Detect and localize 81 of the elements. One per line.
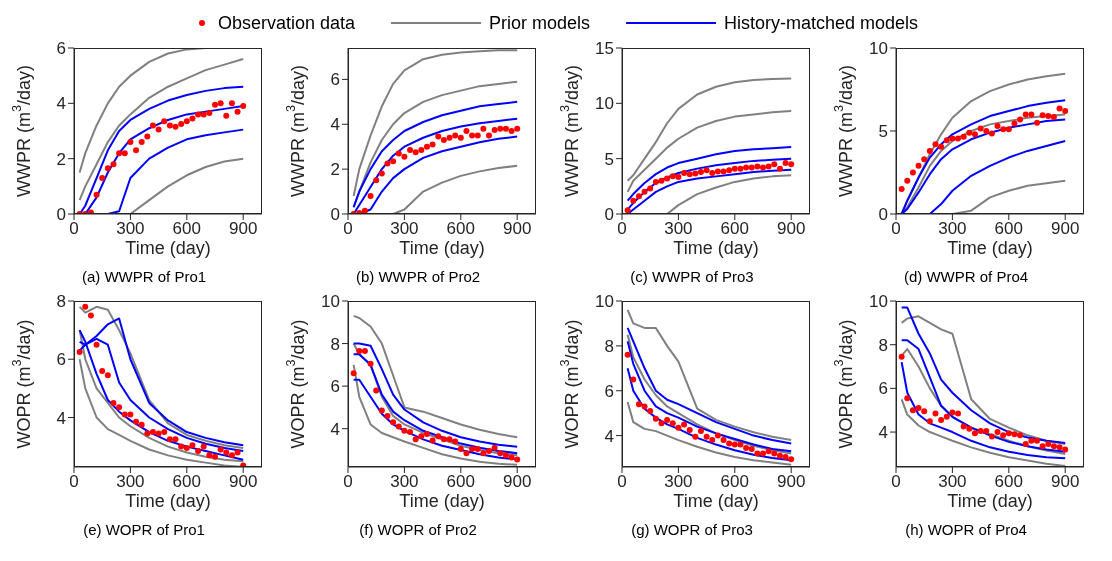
x-tick-label: 300 <box>116 472 145 492</box>
y-tick-label: 10 <box>321 292 340 312</box>
x-tick-label: 900 <box>503 472 532 492</box>
legend-label: History-matched models <box>724 12 919 34</box>
y-tick-label: 6 <box>56 350 66 370</box>
y-tick-label: 0 <box>330 205 340 225</box>
x-tick-label: 0 <box>69 472 79 492</box>
x-tick-label: 300 <box>938 472 967 492</box>
y-tick-label: 5 <box>604 149 614 169</box>
y-tick-label: 6 <box>878 379 888 399</box>
y-tick-label: 10 <box>595 94 614 114</box>
y-tick-label: 0 <box>56 205 66 225</box>
x-tick-label: 0 <box>891 472 901 492</box>
y-tick-label: 4 <box>330 419 340 439</box>
x-tick-label: 300 <box>390 472 419 492</box>
x-tick-label: 0 <box>617 219 627 239</box>
y-tick-label: 8 <box>878 335 888 355</box>
y-tick-label: 8 <box>330 334 340 354</box>
text: (g) WOPR of Pro3 <box>630 521 754 538</box>
x-tick-label: 900 <box>777 472 806 492</box>
x-axis-title: Time (day) <box>947 238 1033 258</box>
x-tick-label: 300 <box>664 219 693 239</box>
y-tick-label: 10 <box>869 39 888 59</box>
x-tick-label: 300 <box>664 472 693 492</box>
legend-label: Prior models <box>489 12 591 34</box>
x-tick-label: 600 <box>446 472 475 492</box>
x-tick-label: 0 <box>343 219 353 239</box>
y-tick-label: 6 <box>56 39 66 59</box>
x-axis-title: Time (day) <box>673 238 759 258</box>
x-tick-label: 600 <box>994 472 1023 492</box>
x-tick-label: 600 <box>720 219 749 239</box>
x-tick-label: 300 <box>390 219 419 239</box>
y-tick-label: 4 <box>56 408 66 428</box>
x-tick-label: 900 <box>1051 472 1080 492</box>
x-tick-label: 900 <box>777 219 806 239</box>
x-tick-label: 300 <box>116 219 145 239</box>
x-axis-title: Time (day) <box>673 491 759 511</box>
y-tick-label: 10 <box>869 292 888 312</box>
x-tick-label: 600 <box>172 472 201 492</box>
y-tick-label: 4 <box>878 423 888 443</box>
text: (e) WOPR of Pro1 <box>82 521 206 538</box>
x-tick-label: 600 <box>994 219 1023 239</box>
y-tick-label: 6 <box>604 381 614 401</box>
text: (h) WOPR of Pro4 <box>904 521 1028 538</box>
x-tick-label: 0 <box>343 472 353 492</box>
y-tick-label: 4 <box>56 94 66 114</box>
x-tick-label: 600 <box>720 472 749 492</box>
x-axis-title: Time (day) <box>125 491 211 511</box>
text: (c) WWPR of Pro3 <box>629 268 755 285</box>
y-tick-label: 15 <box>595 39 614 59</box>
y-tick-label: 0 <box>604 205 614 225</box>
x-tick-label: 900 <box>229 472 258 492</box>
y-tick-label: 8 <box>56 292 66 312</box>
x-tick-label: 600 <box>172 219 201 239</box>
y-tick-label: 4 <box>604 426 614 446</box>
x-axis-title: Time (day) <box>947 491 1033 511</box>
x-tick-label: 900 <box>1051 219 1080 239</box>
x-tick-label: 600 <box>446 219 475 239</box>
x-axis-title: Time (day) <box>399 238 485 258</box>
x-tick-label: 0 <box>617 472 627 492</box>
x-axis-title: Time (day) <box>125 238 211 258</box>
y-tick-label: 6 <box>330 377 340 397</box>
x-tick-label: 900 <box>503 219 532 239</box>
y-tick-label: 8 <box>604 336 614 356</box>
x-axis-title: Time (day) <box>399 491 485 511</box>
y-tick-label: 2 <box>330 160 340 180</box>
legend-label: Observation data <box>217 12 355 34</box>
y-tick-label: 2 <box>56 149 66 169</box>
x-tick-label: 0 <box>69 219 79 239</box>
x-tick-label: 300 <box>938 219 967 239</box>
text: (d) WWPR of Pro4 <box>902 268 1030 285</box>
y-tick-label: 6 <box>330 70 340 90</box>
x-tick-label: 0 <box>891 219 901 239</box>
text: (b) WWPR of Pro2 <box>354 268 482 285</box>
y-tick-label: 4 <box>330 115 340 135</box>
text: (f) WOPR of Pro2 <box>358 521 478 538</box>
x-tick-label: 900 <box>229 219 258 239</box>
text: (a) WWPR of Pro1 <box>80 268 208 285</box>
y-tick-label: 0 <box>878 205 888 225</box>
y-tick-label: 10 <box>595 292 614 312</box>
y-tick-label: 5 <box>878 122 888 142</box>
